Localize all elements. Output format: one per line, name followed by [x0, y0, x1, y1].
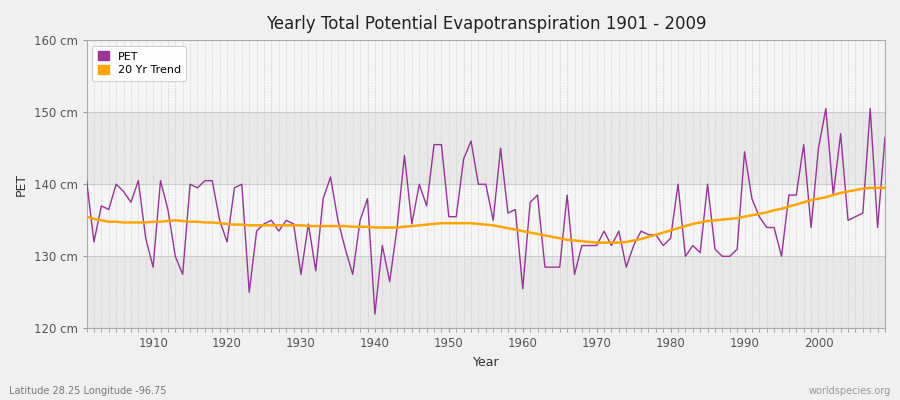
X-axis label: Year: Year	[472, 356, 500, 369]
Y-axis label: PET: PET	[15, 173, 28, 196]
Bar	[86, 184, 885, 256]
Text: Latitude 28.25 Longitude -96.75: Latitude 28.25 Longitude -96.75	[9, 386, 166, 396]
Legend: PET, 20 Yr Trend: PET, 20 Yr Trend	[92, 46, 186, 81]
Bar	[86, 40, 885, 112]
Text: worldspecies.org: worldspecies.org	[809, 386, 891, 396]
Bar	[86, 256, 885, 328]
Title: Yearly Total Potential Evapotranspiration 1901 - 2009: Yearly Total Potential Evapotranspiratio…	[266, 15, 706, 33]
Bar	[86, 112, 885, 184]
